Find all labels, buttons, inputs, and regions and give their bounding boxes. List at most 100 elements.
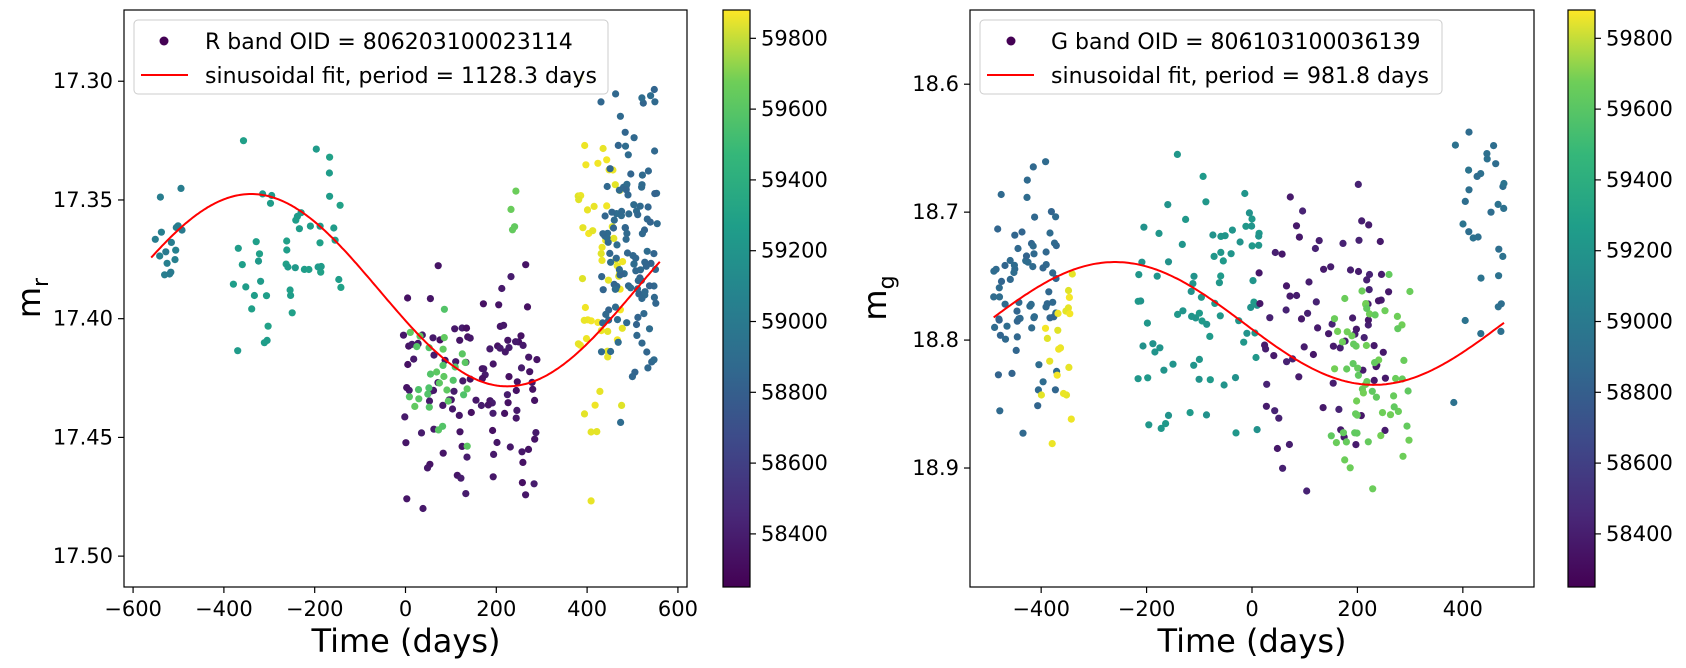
- left-scatter-point-green-group-1: [426, 370, 435, 378]
- right-scatter-point-blue-group-1: [1029, 242, 1037, 250]
- left-scatter-point-green-group-1: [414, 386, 423, 394]
- left-scatter-point-teal-group-1: [292, 216, 300, 224]
- left-scatter-point-yellow-group-1: [618, 324, 626, 332]
- left-scatter-point-purple-group-1: [456, 428, 464, 436]
- left-scatter-point-purple-group-1: [495, 301, 503, 309]
- left-scatter-point-purple-group-1: [448, 405, 457, 413]
- right-scatter-point-teal-group-1: [1187, 287, 1195, 295]
- left-scatter-point-purple-group-1: [423, 464, 432, 472]
- left-y-axis-title: mr: [10, 277, 54, 318]
- left-scatter-point-purple-group-1: [450, 387, 458, 395]
- left-scatter-point-purple-group-1: [506, 443, 514, 451]
- right-scatter-point-blue-group-1: [1030, 313, 1038, 321]
- right-scatter-point-blue-group-1: [1013, 333, 1021, 341]
- right-scatter-point-teal-group-1: [1209, 231, 1217, 239]
- right-scatter-point-purple-group-1: [1271, 407, 1279, 415]
- left-scatter-point-blue-group-1: [612, 254, 620, 262]
- left-scatter-point-blue-group-1: [627, 170, 635, 178]
- right-scatter-point-purple-group-1: [1327, 263, 1335, 271]
- right-y-tick-label: 18.9: [912, 456, 959, 480]
- right-scatter-point-blue-group-1: [1003, 322, 1011, 330]
- left-scatter-point-early-blue: [151, 235, 159, 243]
- right-scatter-point-teal-group-1: [1231, 374, 1240, 382]
- left-scatter-point-purple-group-1: [531, 396, 539, 404]
- right-scatter-point-purple-group-1: [1360, 334, 1368, 342]
- right-scatter-point-teal-group-1: [1195, 309, 1203, 317]
- left-scatter-point-purple-group-1: [493, 438, 501, 447]
- right-scatter-point-purple-group-1: [1329, 379, 1337, 387]
- left-scatter-point-blue-group-1: [624, 151, 632, 159]
- left-scatter-point-blue-group-1: [598, 273, 606, 281]
- left-scatter-point-green-group-1: [440, 372, 448, 381]
- right-scatter-point-purple-group-1: [1262, 402, 1270, 410]
- left-scatter-point-green-group-1: [439, 345, 447, 353]
- right-colorbar: 58400 58600 58800 59000 59200 59400 59600 59800: [1567, 9, 1673, 588]
- right-scatter-point-blue-group-1: [995, 316, 1003, 324]
- right-scatter-point-purple-group-1: [1355, 236, 1363, 244]
- left-scatter-point-purple-group-1: [477, 401, 485, 410]
- right-scatter-point-purple-group-1: [1365, 221, 1373, 229]
- left-scatter-point-green-group-1: [424, 390, 432, 398]
- right-x-ticks: −400 −200 0 200 400: [1012, 587, 1483, 621]
- left-scatter-point-blue-group-1: [627, 284, 635, 292]
- left-scatter-point-purple-group-1: [511, 338, 520, 346]
- right-scatter-point-green-group-1: [1327, 432, 1335, 440]
- right-scatter-point-purple-group-1: [1305, 278, 1313, 286]
- right-scatter-point-teal-group-1: [1215, 279, 1223, 287]
- right-scatter-point-purple-group-1: [1328, 320, 1336, 328]
- right-scatter-point-blue-group-1: [1001, 261, 1009, 270]
- right-scatter-point-teal-group-1: [1151, 348, 1159, 356]
- left-scatter-point-early-blue: [156, 193, 164, 201]
- left-x-tick-label: 200: [476, 597, 516, 621]
- right-scatter-point-teal-group-1: [1134, 375, 1142, 383]
- left-scatter-point-green-group-1: [460, 391, 468, 399]
- left-x-tick-label: −400: [195, 597, 253, 621]
- right-scatter-point-blue-group-1: [1049, 269, 1057, 277]
- left-scatter-point-purple-group-1: [410, 355, 418, 363]
- left-scatter-point-blue-group-1: [628, 373, 637, 381]
- right-scatter-point-blue-group-1: [994, 371, 1003, 379]
- left-legend-fit-label: sinusoidal fit, period = 1128.3 days: [205, 64, 597, 89]
- right-scatter-point-teal-group-1: [1217, 248, 1225, 256]
- left-scatter-point-teal-group-1: [250, 291, 258, 300]
- left-scatter-point-blue-group-1: [630, 134, 638, 142]
- left-scatter-point-teal-group-1: [337, 283, 345, 291]
- right-scatter-point-green-group-1: [1350, 340, 1358, 348]
- left-scatter-point-blue-group-1: [634, 211, 642, 219]
- right-scatter-point-green-group-1: [1365, 310, 1374, 318]
- right-colorbar-tick-label: 59200: [1606, 239, 1673, 263]
- left-scatter-point-green-group-1: [415, 395, 423, 403]
- right-scatter-point-yellow-group-1: [1054, 309, 1062, 317]
- right-scatter-point-green-group-1: [1368, 387, 1376, 395]
- right-scatter-points: [990, 128, 1508, 495]
- right-scatter-point-green-group-1: [1400, 356, 1408, 364]
- left-scatter-point-yellow-group-1: [598, 243, 606, 251]
- left-scatter-point-purple-group-1: [519, 341, 527, 349]
- left-scatter-point-blue-group-1: [597, 348, 606, 356]
- left-scatter-point-teal-group-1: [284, 263, 292, 271]
- right-scatter-point-yellow-group-1: [1065, 293, 1073, 301]
- right-scatter-point-green-group-1: [1406, 287, 1414, 296]
- right-scatter-point-blue-group-2: [1490, 142, 1498, 150]
- right-scatter-point-blue-group-2: [1500, 179, 1508, 188]
- left-colorbar-frame: [722, 9, 751, 588]
- left-scatter-point-green-group-1: [435, 379, 443, 387]
- right-scatter-point-purple-group-1: [1300, 343, 1308, 351]
- left-scatter-point-blue-group-1: [621, 142, 630, 150]
- right-scatter-point-blue-group-1: [1046, 314, 1054, 322]
- right-scatter-point-green-group-1: [1390, 403, 1398, 411]
- left-scatter-point-teal-group-1: [266, 199, 275, 207]
- right-colorbar-tick-label: 59400: [1606, 168, 1673, 192]
- left-scatter-point-green-group-1: [411, 402, 419, 410]
- right-scatter-point-green-group-1: [1393, 312, 1401, 320]
- right-scatter-point-blue-group-2: [1483, 155, 1491, 163]
- left-scatter-point-green-outliers: [508, 226, 517, 234]
- left-colorbar: 58400 58600 58800 59000 59200 59400 59600 59800: [722, 9, 828, 588]
- left-scatter-point-teal-group-1: [229, 280, 237, 288]
- left-scatter-point-blue-group-1: [638, 294, 646, 303]
- left-scatter-point-teal-group-1: [287, 291, 295, 299]
- left-scatter-point-blue-group-1: [607, 347, 615, 356]
- left-scatter-point-purple-group-1: [404, 294, 412, 302]
- left-scatter-point-purple-group-1: [500, 321, 508, 329]
- right-scatter-point-teal-group-1: [1164, 411, 1173, 419]
